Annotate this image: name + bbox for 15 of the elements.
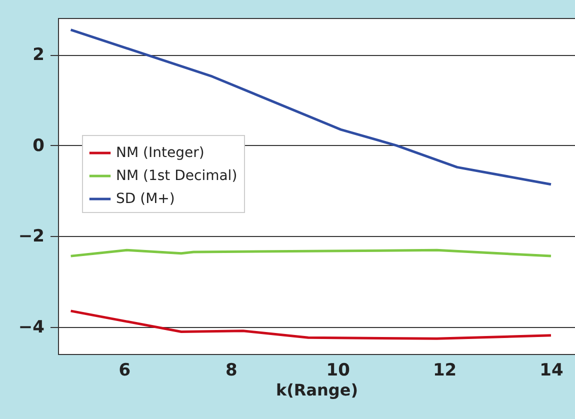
x-tick-label: 14 (540, 360, 564, 380)
y-tick-label: −4 (18, 317, 45, 338)
y-tick-label: 2 (32, 45, 44, 66)
legend-label: NM (Integer) (116, 145, 204, 161)
y-tick-label: −2 (18, 226, 44, 247)
line-series (70, 28, 552, 186)
x-tick-label: 6 (118, 360, 131, 380)
x-tick-label: 10 (326, 360, 350, 380)
x-axis-title: k(Range) (276, 380, 358, 400)
y-tick-label: 0 (32, 136, 45, 156)
legend-label: NM (1st Decimal) (116, 168, 238, 184)
x-tick-label: 8 (225, 360, 238, 380)
line-series (70, 310, 552, 340)
x-tick-label: 12 (432, 360, 457, 380)
legend-label: SD (M+) (116, 191, 175, 207)
